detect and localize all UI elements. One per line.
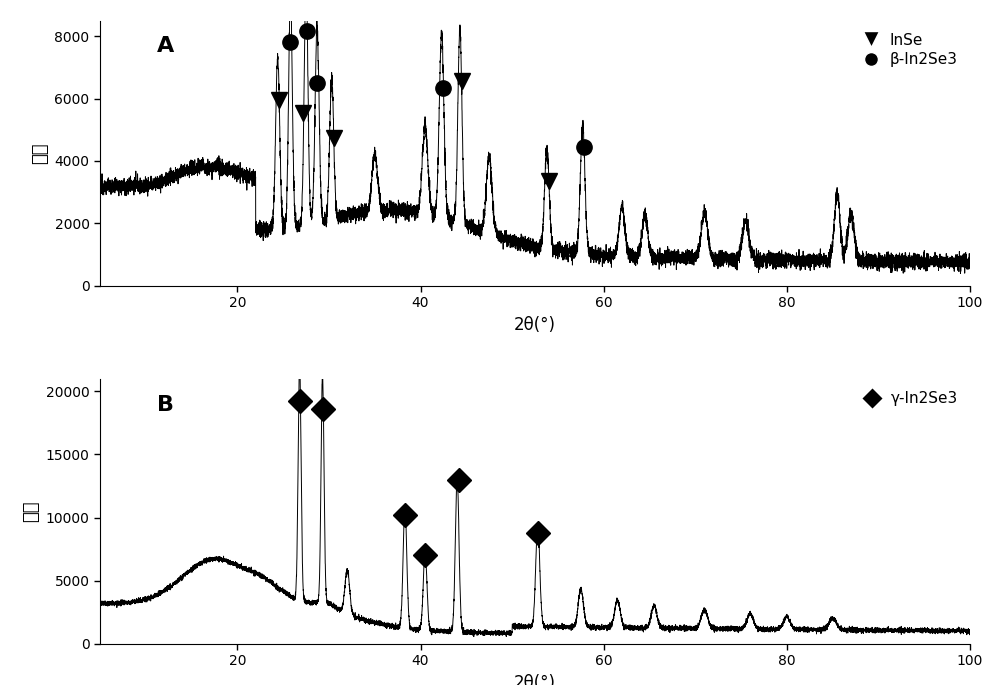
Text: B: B <box>157 395 174 414</box>
Y-axis label: 强度: 强度 <box>22 501 40 522</box>
Text: A: A <box>157 36 174 56</box>
Legend: InSe, β-In2Se3: InSe, β-In2Se3 <box>852 28 962 72</box>
X-axis label: 2θ(°): 2θ(°) <box>514 316 556 334</box>
Legend: γ-In2Se3: γ-In2Se3 <box>852 386 962 410</box>
Y-axis label: 强度: 强度 <box>31 142 49 164</box>
X-axis label: 2θ(°): 2θ(°) <box>514 674 556 685</box>
